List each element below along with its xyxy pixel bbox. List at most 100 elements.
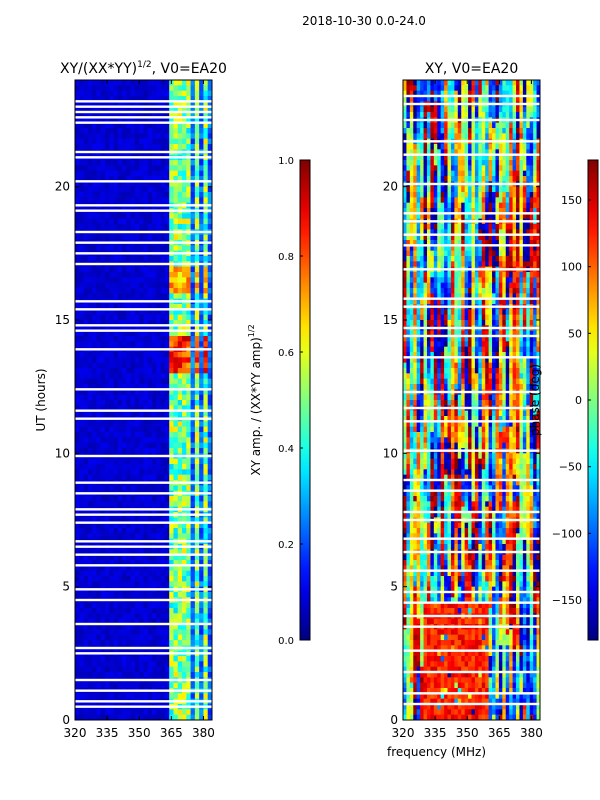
heatmap-cell <box>164 378 170 385</box>
heatmap-cell <box>413 197 418 204</box>
heatmap-cell <box>109 288 114 294</box>
heatmap-cell <box>113 565 119 572</box>
heatmap-cell <box>182 218 187 225</box>
heatmap-cell <box>104 554 110 561</box>
heatmap-cell <box>126 448 132 454</box>
heatmap-cell <box>426 90 431 97</box>
heatmap-cell <box>199 602 204 609</box>
heatmap-cell <box>79 709 84 716</box>
heatmap-cell <box>536 208 541 214</box>
heatmap-cell <box>152 432 157 438</box>
heatmap-cell <box>182 304 187 310</box>
heatmap-cell <box>186 368 191 374</box>
heatmap-cell <box>83 362 89 369</box>
heatmap-cell <box>437 197 442 204</box>
heatmap-cell <box>512 170 517 177</box>
heatmap-cell <box>190 554 196 561</box>
heatmap-cell <box>190 517 196 524</box>
heatmap-cell <box>190 272 196 278</box>
heatmap-cell <box>126 277 132 284</box>
heatmap-cell <box>130 693 136 700</box>
heatmap-cell <box>87 192 93 198</box>
heatmap-cell <box>430 80 435 86</box>
heatmap-cell <box>190 368 196 374</box>
heatmap-cell <box>113 549 119 556</box>
heatmap-cell <box>113 618 119 625</box>
heatmap-cell <box>495 133 500 140</box>
heatmap-cell <box>79 293 84 300</box>
heatmap-cell <box>526 176 531 182</box>
heatmap-cell <box>75 336 80 342</box>
heatmap-cell <box>130 405 136 412</box>
heatmap-cell <box>79 314 84 321</box>
heatmap-cell <box>126 128 132 134</box>
heatmap-cell <box>203 128 209 134</box>
heatmap-cell <box>173 234 179 241</box>
heatmap-cell <box>92 128 97 134</box>
heatmap-cell <box>104 501 110 508</box>
heatmap-cell <box>100 709 106 716</box>
heatmap-cell <box>87 421 93 428</box>
heatmap-cell <box>177 549 183 556</box>
heatmap-cell <box>152 117 157 124</box>
heatmap-cell <box>194 602 200 609</box>
heatmap-cell <box>100 629 106 636</box>
heatmap-cell <box>109 144 114 150</box>
heatmap-cell <box>526 144 531 150</box>
heatmap-cell <box>152 634 157 641</box>
heatmap-cell <box>104 272 110 278</box>
heatmap-cell <box>134 426 140 433</box>
heatmap-cell <box>143 624 149 630</box>
heatmap-cell <box>79 277 84 284</box>
heatmap-cell <box>182 357 187 364</box>
heatmap-cell <box>164 522 170 529</box>
heatmap-cell <box>100 122 106 129</box>
heatmap-cell <box>186 170 191 177</box>
heatmap-cell <box>182 560 187 566</box>
heatmap-cell <box>457 128 462 134</box>
heatmap-cell <box>113 400 119 406</box>
heatmap-cell <box>152 448 157 454</box>
heatmap-cell <box>147 592 153 598</box>
heatmap-cell <box>529 133 534 140</box>
heatmap-cell <box>143 234 149 241</box>
heatmap-cell <box>75 410 80 417</box>
heatmap-cell <box>130 186 136 193</box>
heatmap-cell <box>164 560 170 566</box>
heatmap-cell <box>100 602 106 609</box>
heatmap-cell <box>143 602 149 609</box>
heatmap-cell <box>199 581 204 588</box>
heatmap-cell <box>126 122 132 129</box>
heatmap-cell <box>152 426 157 433</box>
heatmap-cell <box>75 442 80 449</box>
heatmap-cell <box>488 165 493 172</box>
heatmap-cell <box>143 336 149 342</box>
heatmap-cell <box>454 90 459 97</box>
heatmap-cell <box>173 474 179 481</box>
heatmap-cell <box>498 106 503 113</box>
heatmap-cell <box>143 272 149 278</box>
heatmap-cell <box>130 90 136 97</box>
heatmap-cell <box>533 149 537 156</box>
heatmap-cell <box>122 501 127 508</box>
heatmap-cell <box>190 218 196 225</box>
heatmap-cell <box>87 160 93 166</box>
heatmap-cell <box>100 357 106 364</box>
heatmap-cell <box>139 426 144 433</box>
heatmap-cell <box>182 352 187 358</box>
heatmap-cell <box>207 144 213 150</box>
x-tick-label: 335 <box>96 726 119 740</box>
heatmap-cell <box>139 613 144 620</box>
heatmap-cell <box>182 256 187 262</box>
heatmap-cell <box>190 576 196 582</box>
heatmap-cell <box>173 485 179 492</box>
heatmap-cell <box>147 485 153 492</box>
heatmap-cell <box>416 144 421 150</box>
heatmap-cell <box>104 608 110 614</box>
heatmap-cell <box>190 426 196 433</box>
heatmap-cell <box>498 128 503 134</box>
heatmap-cell <box>164 96 170 102</box>
heatmap-cell <box>143 282 149 289</box>
heatmap-cell <box>134 165 140 172</box>
heatmap-cell <box>100 186 106 193</box>
